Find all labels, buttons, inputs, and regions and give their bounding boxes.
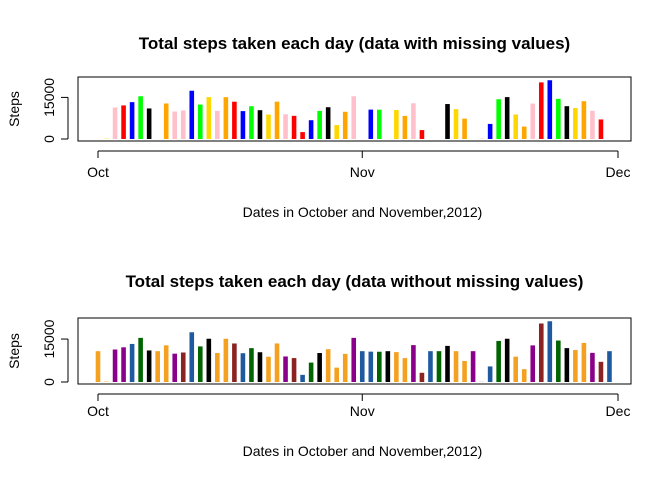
y-axis-label: Steps xyxy=(6,333,22,369)
x-tick-label: Oct xyxy=(87,164,109,180)
x-axis-label: Dates in October and November,2012) xyxy=(243,204,483,220)
plot-frame xyxy=(77,76,632,142)
chart-title: Total steps taken each day (data without… xyxy=(126,272,584,291)
chart-title: Total steps taken each day (data with mi… xyxy=(139,34,570,53)
y-tick-label: 0 xyxy=(41,135,57,143)
plot-frame xyxy=(77,317,632,385)
chart-panel-1: Total steps taken each day (data with mi… xyxy=(6,34,632,220)
x-tick-label: Dec xyxy=(606,403,631,419)
x-tick-label: Nov xyxy=(350,164,375,180)
x-tick-label: Nov xyxy=(350,403,375,419)
x-tick-label: Oct xyxy=(87,403,109,419)
x-tick-label: Dec xyxy=(606,164,631,180)
chart-panel-2: Total steps taken each day (data without… xyxy=(6,272,632,459)
y-axis-label: Steps xyxy=(6,91,22,127)
x-axis-label: Dates in October and November,2012) xyxy=(243,443,483,459)
y-tick-label: 15000 xyxy=(41,78,57,117)
y-tick-label: 15000 xyxy=(41,319,57,358)
y-tick-label: 0 xyxy=(41,378,57,386)
